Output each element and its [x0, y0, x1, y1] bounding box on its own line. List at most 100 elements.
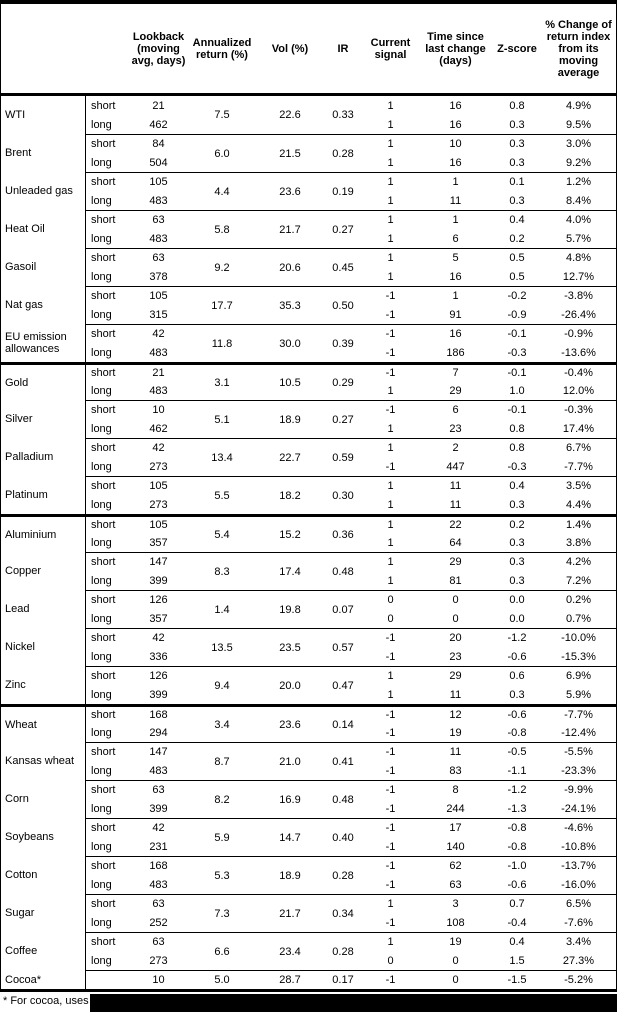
- annualized-return-value: 5.8: [187, 210, 257, 248]
- vol-value: 18.9: [257, 400, 323, 438]
- signal-value: -1: [363, 780, 418, 799]
- position-label: short: [86, 818, 130, 837]
- position-label: long: [91, 878, 112, 891]
- table-body: WTI 7.5 22.6 0.33 short 21 1 16 0.8 4.9% long 462 1 1…: [0, 96, 617, 989]
- ir-value: 0.28: [323, 134, 363, 172]
- time-since-value: 19: [418, 932, 493, 951]
- ir-value: 0.30: [323, 476, 363, 514]
- pct-change-value: -24.1%: [561, 802, 596, 815]
- signal-value: -1: [363, 286, 418, 305]
- position-label: short: [86, 894, 130, 913]
- vol-value: 22.7: [257, 438, 323, 476]
- ir-value: 0.45: [323, 248, 363, 286]
- z-score-value: -0.6: [507, 650, 527, 663]
- signal-value: 1: [387, 118, 394, 131]
- time-since-value: 11: [449, 498, 462, 511]
- header-lookback: Lookback (moving avg, days): [131, 30, 186, 67]
- signal-value: 1: [387, 498, 394, 511]
- commodity-name: Wheat: [1, 704, 86, 742]
- pct-change-value: 9.5%: [565, 118, 592, 131]
- commodity-name: Cocoa*: [1, 970, 86, 989]
- time-since-value: 64: [449, 536, 462, 549]
- z-score-value: -1.0: [493, 856, 541, 875]
- z-score-value: -1.1: [507, 764, 527, 777]
- z-score-value: -0.2: [493, 286, 541, 305]
- lookback-value: 168: [130, 704, 187, 723]
- commodity-name: Corn: [1, 780, 86, 818]
- annualized-return-value: 17.7: [187, 286, 257, 324]
- pct-change-value: -7.6%: [564, 916, 593, 929]
- annualized-return-value: 6.0: [187, 134, 257, 172]
- commodity-name: Gold: [1, 362, 86, 400]
- z-score-value: -0.1: [493, 362, 541, 381]
- lookback-value: 399: [149, 574, 168, 587]
- pct-change-value: -10.8%: [561, 840, 596, 853]
- annualized-return-value: 11.8: [187, 324, 257, 362]
- time-since-value: 11: [449, 688, 462, 701]
- position-label: long: [91, 422, 112, 435]
- z-score-value: -0.8: [507, 726, 527, 739]
- position-label: short: [86, 742, 130, 761]
- z-score-value: 0.2: [509, 232, 525, 245]
- time-since-value: 20: [418, 628, 493, 647]
- signal-value: -1: [385, 764, 396, 777]
- position-label: [86, 970, 130, 989]
- position-label: short: [86, 590, 130, 609]
- annualized-return-value: 5.5: [187, 476, 257, 514]
- signal-value: 1: [363, 210, 418, 229]
- signal-value: 1: [363, 552, 418, 571]
- position-label: short: [86, 210, 130, 229]
- signal-value: -1: [363, 970, 418, 989]
- pct-change-value: -5.2%: [541, 970, 616, 989]
- lookback-value: 10: [130, 970, 187, 989]
- time-since-value: 140: [446, 840, 465, 853]
- position-label: long: [91, 346, 112, 359]
- z-score-value: 0.3: [509, 536, 525, 549]
- lookback-value: 105: [130, 514, 187, 533]
- header-commodity: [1, 4, 86, 93]
- lookback-value: 168: [130, 856, 187, 875]
- ir-value: 0.28: [323, 932, 363, 970]
- position-label: long: [91, 308, 112, 321]
- position-label: short: [86, 666, 130, 685]
- pct-change-value: -0.9%: [541, 324, 616, 343]
- vol-value: 20.0: [257, 666, 323, 704]
- time-since-value: 91: [449, 308, 462, 321]
- position-label: short: [86, 628, 130, 647]
- signal-value: -1: [385, 726, 396, 739]
- signal-value: 1: [363, 438, 418, 457]
- signal-value: 1: [387, 574, 394, 587]
- position-label: short: [86, 286, 130, 305]
- time-since-value: 62: [418, 856, 493, 875]
- z-score-value: -0.5: [493, 742, 541, 761]
- redaction-bar: [90, 994, 617, 1012]
- lookback-value: 252: [149, 916, 168, 929]
- ir-value: 0.59: [323, 438, 363, 476]
- header-position: [86, 4, 130, 93]
- signal-value: -1: [385, 346, 396, 359]
- signal-value: 1: [363, 476, 418, 495]
- z-score-value: -1.2: [493, 780, 541, 799]
- z-score-value: -0.1: [493, 400, 541, 419]
- position-label: short: [86, 552, 130, 571]
- annualized-return-value: 9.2: [187, 248, 257, 286]
- time-since-value: 29: [449, 384, 462, 397]
- time-since-value: 16: [449, 99, 462, 112]
- pct-change-value: -5.5%: [541, 742, 616, 761]
- vol-value: 14.7: [257, 818, 323, 856]
- commodity-name: Nickel: [1, 628, 86, 666]
- lookback-value: 483: [149, 194, 168, 207]
- position-label: short: [86, 248, 130, 267]
- pct-change-value: 9.2%: [565, 156, 592, 169]
- lookback-value: 42: [130, 324, 187, 343]
- z-score-value: 0.3: [509, 194, 525, 207]
- commodity-name: WTI: [1, 96, 86, 134]
- pct-change-value: 4.4%: [565, 498, 592, 511]
- table-header-row: Lookback (moving avg, days) Annualized r…: [0, 4, 617, 93]
- z-score-value: 0.4: [493, 210, 541, 229]
- pct-change-value: -16.0%: [561, 878, 596, 891]
- time-since-value: 1: [418, 286, 493, 305]
- pct-change-value: 1.4%: [541, 514, 616, 533]
- position-label: long: [91, 574, 112, 587]
